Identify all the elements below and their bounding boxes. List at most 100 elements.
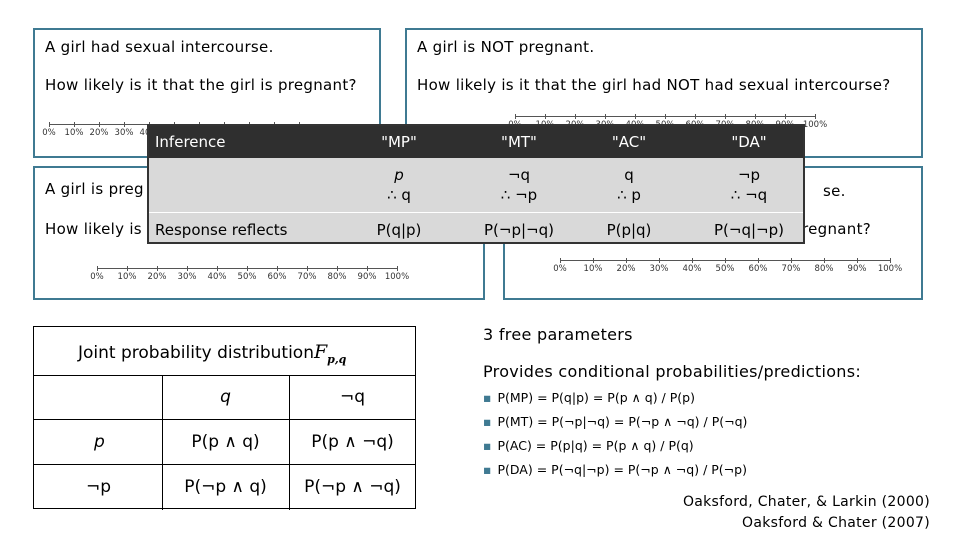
scale-tick-mark <box>247 266 248 271</box>
joint-cell-p-q: P(p ∧ q) <box>191 432 260 452</box>
scale-tick-label: 30% <box>649 264 669 274</box>
ac-premise: q <box>624 166 634 184</box>
da-response: P(¬q|¬p) <box>714 221 784 239</box>
inference-row-label: Inference <box>155 133 226 151</box>
scale-tick-label: 20% <box>616 264 636 274</box>
bullet-mt-text: P(MT) = P(¬p|¬q) = P(¬p ∧ ¬q) / P(¬q) <box>497 414 748 429</box>
da-premise: ¬p <box>737 166 761 184</box>
scale-tick-label: 70% <box>297 272 317 282</box>
joint-header-line <box>34 375 415 376</box>
panel-2-question: How likely is it that the girl had NOT h… <box>417 76 891 94</box>
scale-tick-label: 0% <box>90 272 104 282</box>
scale-tick-mark <box>367 266 368 271</box>
scale-tick-mark <box>187 266 188 271</box>
scale-tick-mark <box>127 266 128 271</box>
scale-tick-mark <box>575 114 576 119</box>
scale-tick-mark <box>157 266 158 271</box>
bullet-mp-text: P(MP) = P(q|p) = P(p ∧ q) / P(p) <box>497 390 695 405</box>
free-parameters-text: 3 free parameters <box>483 325 633 344</box>
joint-cell-not-p-not-q: P(¬p ∧ ¬q) <box>304 477 401 497</box>
scale-tick-mark <box>791 258 792 263</box>
inference-table: Inference "MP" "MT" "AC" "DA" p ∴ q ¬q ∴… <box>147 124 805 244</box>
scale-tick-mark <box>124 122 125 127</box>
scale-tick-mark <box>785 114 786 119</box>
scale-tick-mark <box>755 114 756 119</box>
ac-conclusion: ∴ p <box>617 186 641 204</box>
col-mt-name: "MT" <box>501 133 537 151</box>
inference-separator <box>149 212 803 213</box>
joint-col-line-2 <box>289 375 290 510</box>
scale-tick-mark <box>560 258 561 263</box>
scale-tick-mark <box>824 258 825 263</box>
bullet-mp: ▪ P(MP) = P(q|p) = P(p ∧ q) / P(p) <box>483 390 695 405</box>
bullet-mt: ▪ P(MT) = P(¬p|¬q) = P(¬p ∧ ¬q) / P(¬q) <box>483 414 747 429</box>
bullet-ac: ▪ P(AC) = P(p|q) = P(p ∧ q) / P(q) <box>483 438 694 453</box>
citation-2: Oaksford & Chater (2007) <box>742 515 930 531</box>
bullet-ac-text: P(AC) = P(p|q) = P(p ∧ q) / P(q) <box>497 438 694 453</box>
bullet-icon: ▪ <box>483 438 492 453</box>
scale-tick-label: 0% <box>42 128 56 138</box>
scale-tick-mark <box>635 114 636 119</box>
scale-tick-mark <box>890 258 891 263</box>
joint-table-title: Joint probability distributionFp,q <box>78 341 346 366</box>
bullet-da: ▪ P(DA) = P(¬q|¬p) = P(¬p ∧ ¬q) / P(¬p) <box>483 462 747 477</box>
bullet-icon: ▪ <box>483 390 492 405</box>
scale-tick-mark <box>397 266 398 271</box>
scale-tick-label: 100% <box>802 120 828 130</box>
scale-tick-mark <box>857 258 858 263</box>
scale-tick-mark <box>337 266 338 271</box>
panel-3-statement: A girl is preg <box>45 180 144 198</box>
scale-tick-label: 50% <box>237 272 257 282</box>
joint-cell-not-p-q: P(¬p ∧ q) <box>184 477 267 497</box>
scale-tick-label: 0% <box>553 264 567 274</box>
inference-table-header: Inference "MP" "MT" "AC" "DA" <box>149 126 803 158</box>
bullet-icon: ▪ <box>483 462 492 477</box>
scale-tick-label: 20% <box>147 272 167 282</box>
mp-response: P(q|p) <box>376 221 422 239</box>
da-conclusion: ∴ ¬q <box>730 186 768 204</box>
scale-tick-label: 70% <box>781 264 801 274</box>
joint-row-line-1 <box>34 419 415 420</box>
scale-tick-label: 80% <box>327 272 347 282</box>
panel-4-statement: se. <box>823 182 846 200</box>
mt-conclusion: ∴ ¬p <box>500 186 538 204</box>
scale-tick-mark <box>725 258 726 263</box>
scale-tick-mark <box>99 122 100 127</box>
scale-tick-mark <box>659 258 660 263</box>
scale-tick-label: 40% <box>207 272 227 282</box>
joint-table-title-text: Joint probability distribution <box>78 343 314 363</box>
joint-row-not-p: ¬p <box>86 477 112 497</box>
panel-4-question: regnant? <box>802 220 872 238</box>
scale-tick-label: 100% <box>384 272 410 282</box>
scale-tick-label: 80% <box>814 264 834 274</box>
joint-col-not-q: ¬q <box>339 387 366 407</box>
joint-row-p: p <box>94 432 105 452</box>
scale-tick-mark <box>695 114 696 119</box>
citation-1: Oaksford, Chater, & Larkin (2000) <box>682 494 930 510</box>
mp-premise: p <box>394 166 404 184</box>
scale-tick-label: 20% <box>89 128 109 138</box>
scale-tick-mark <box>815 114 816 119</box>
scale-tick-label: 30% <box>177 272 197 282</box>
scale-tick-mark <box>74 122 75 127</box>
scale-tick-label: 10% <box>117 272 137 282</box>
scale-tick-mark <box>97 266 98 271</box>
panel-2-statement: A girl is NOT pregnant. <box>417 38 595 56</box>
panel-3-rating-scale[interactable]: 0% 10% 20% 30% 40% 50% 60% 70% 80% 90% 100% <box>90 266 409 296</box>
scale-tick-mark <box>593 258 594 263</box>
scale-tick-mark <box>758 258 759 263</box>
joint-col-q: q <box>220 387 231 407</box>
col-mp-name: "MP" <box>381 133 417 151</box>
mt-response: P(¬p|¬q) <box>484 221 554 239</box>
bullet-da-text: P(DA) = P(¬q|¬p) = P(¬p ∧ ¬q) / P(¬p) <box>497 462 747 477</box>
panel-4-rating-scale[interactable]: 0% 10% 20% 30% 40% 50% 60% 70% 80% 90% 100% <box>553 258 902 288</box>
scale-tick-mark <box>277 266 278 271</box>
scale-tick-label: 90% <box>847 264 867 274</box>
scale-tick-label: 90% <box>357 272 377 282</box>
joint-row-line-2 <box>34 464 415 465</box>
scale-tick-label: 40% <box>682 264 702 274</box>
joint-table-symbol-letter: F <box>313 341 328 363</box>
scale-tick-label: 60% <box>748 264 768 274</box>
scale-tick-label: 100% <box>877 264 903 274</box>
scale-tick-mark <box>692 258 693 263</box>
